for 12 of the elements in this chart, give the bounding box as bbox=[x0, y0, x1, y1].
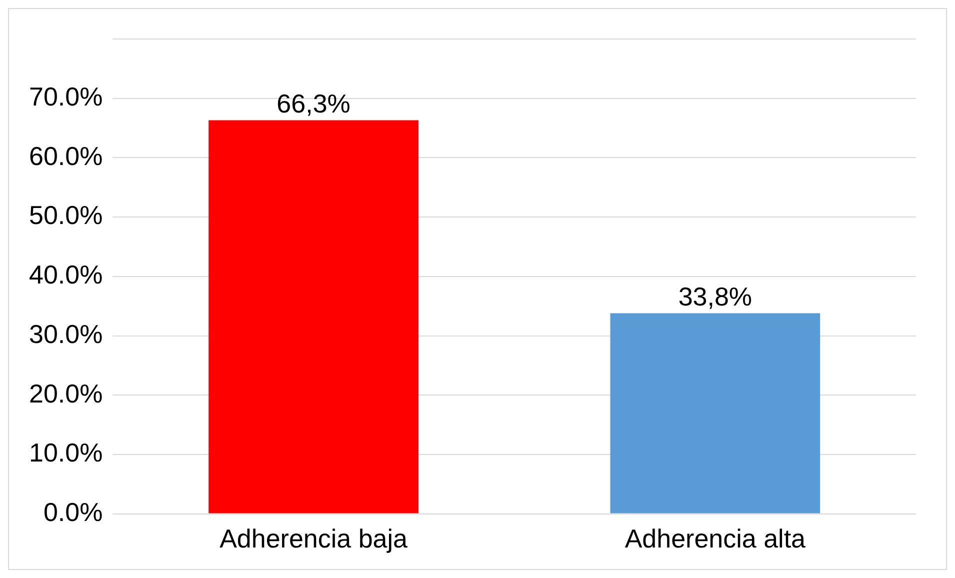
y-tick-label: 20.0% bbox=[28, 378, 103, 408]
data-label: 33,8% bbox=[678, 281, 752, 312]
x-tick-label: Adherencia baja bbox=[220, 524, 408, 554]
data-label: 66,3% bbox=[276, 88, 350, 118]
y-tick-label: 0.0% bbox=[43, 496, 103, 527]
y-tick-label: 60.0% bbox=[28, 140, 103, 171]
y-tick-label: 70.0% bbox=[28, 82, 103, 112]
y-tick-label: 30.0% bbox=[28, 318, 103, 349]
y-tick-label: 10.0% bbox=[28, 438, 103, 468]
x-tick-label: Adherencia alta bbox=[624, 524, 806, 554]
y-tick-label: 40.0% bbox=[28, 260, 103, 290]
y-tick-label: 50.0% bbox=[28, 200, 103, 230]
